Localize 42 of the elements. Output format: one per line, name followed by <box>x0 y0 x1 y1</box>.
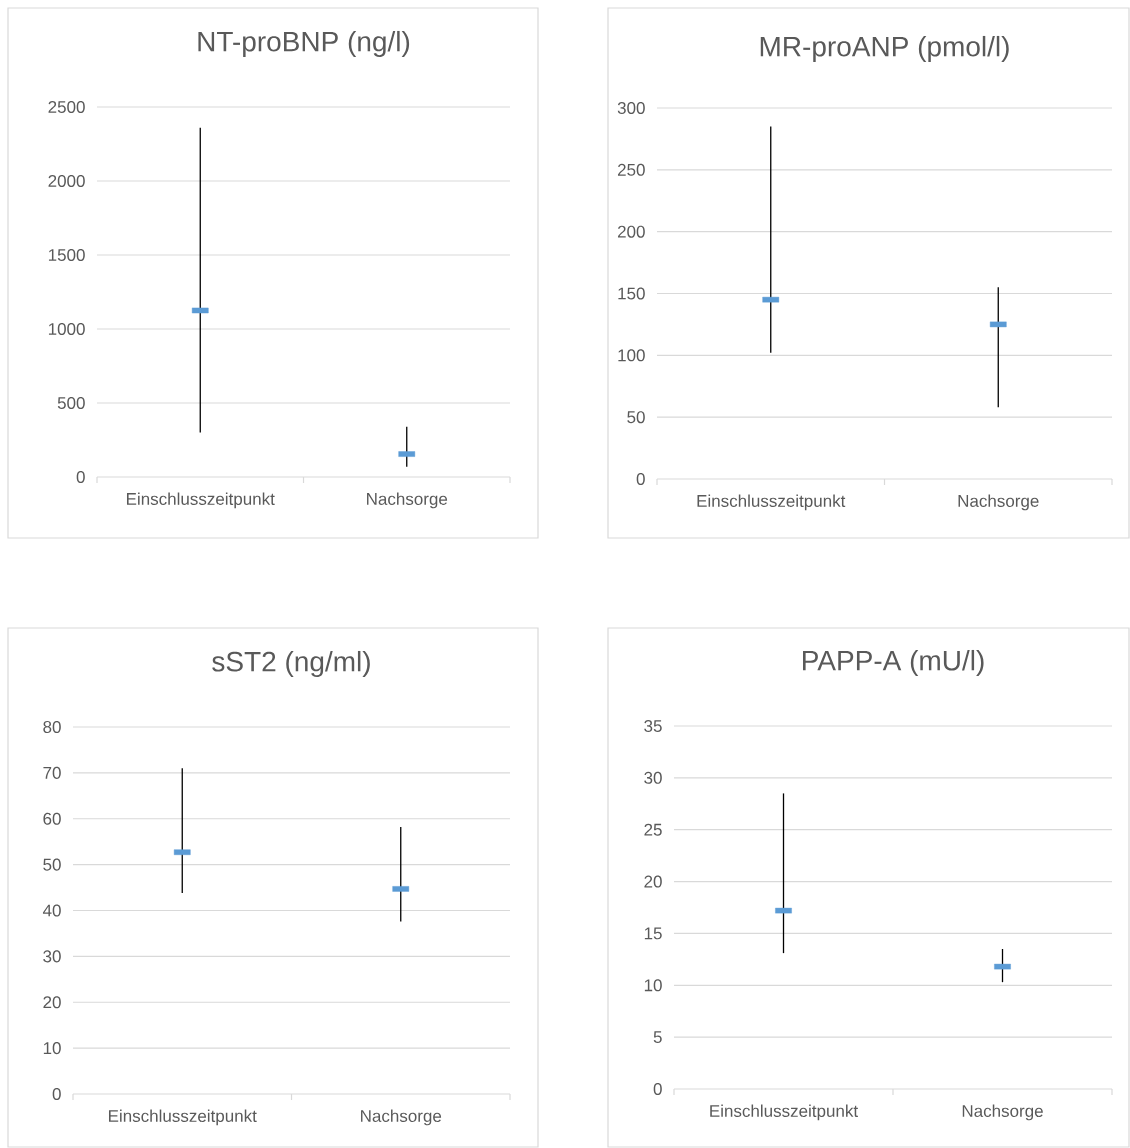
chart-title: NT-proBNP (ng/l) <box>198 30 410 58</box>
x-tick-label: Einschlusszeitpunkt <box>108 1109 257 1126</box>
chart-title: PAPP-A (mU/l) <box>803 649 984 677</box>
x-tick-label: Nachsorge <box>962 1104 1043 1121</box>
y-tick-label: 20 <box>43 996 61 1009</box>
x-tick-label: Einschlusszeitpunkt <box>710 1104 858 1121</box>
y-tick-label: 300 <box>617 101 645 115</box>
y-tick-label: 0 <box>52 1087 61 1101</box>
x-tick-label: Nachsorge <box>361 1109 442 1126</box>
x-tick-label: Nachsorge <box>958 494 1039 511</box>
y-tick-label: 200 <box>617 225 645 238</box>
y-tick-label: 250 <box>617 163 645 176</box>
y-tick-label: 1500 <box>48 248 85 262</box>
y-tick-label: 30 <box>43 950 61 963</box>
y-tick-label: 40 <box>42 904 61 917</box>
y-tick-label: 35 <box>644 719 662 733</box>
y-tick-label: 30 <box>644 771 662 784</box>
y-tick-label: 150 <box>618 287 645 300</box>
y-tick-label: 2000 <box>48 174 85 188</box>
y-tick-label: 500 <box>57 396 85 410</box>
y-tick-label: 15 <box>644 927 662 940</box>
y-tick-label: 1000 <box>48 322 85 336</box>
y-tick-label: 50 <box>43 858 61 871</box>
y-tick-label: 20 <box>644 875 662 888</box>
y-tick-label: 50 <box>627 411 645 424</box>
x-tick-label: Einschlusszeitpunkt <box>697 494 846 511</box>
y-tick-label: 0 <box>76 470 85 484</box>
y-tick-label: 80 <box>43 720 61 734</box>
y-tick-label: 70 <box>43 766 61 779</box>
y-tick-label: 10 <box>43 1042 61 1055</box>
x-tick-label: Nachsorge <box>367 492 448 509</box>
y-tick-label: 5 <box>653 1031 662 1044</box>
y-tick-label: 25 <box>644 823 662 836</box>
y-tick-label: 100 <box>618 349 645 362</box>
y-tick-label: 60 <box>43 812 61 825</box>
y-tick-label: 0 <box>653 1082 662 1096</box>
y-tick-label: 0 <box>636 472 645 486</box>
y-tick-label: 10 <box>644 979 662 992</box>
chart-title: MR-proANP (pmol/l) <box>760 35 1009 63</box>
chart-title: sST2 (ng/ml) <box>212 650 370 678</box>
y-tick-label: 2500 <box>48 100 85 114</box>
x-tick-label: Einschlusszeitpunkt <box>126 492 275 509</box>
